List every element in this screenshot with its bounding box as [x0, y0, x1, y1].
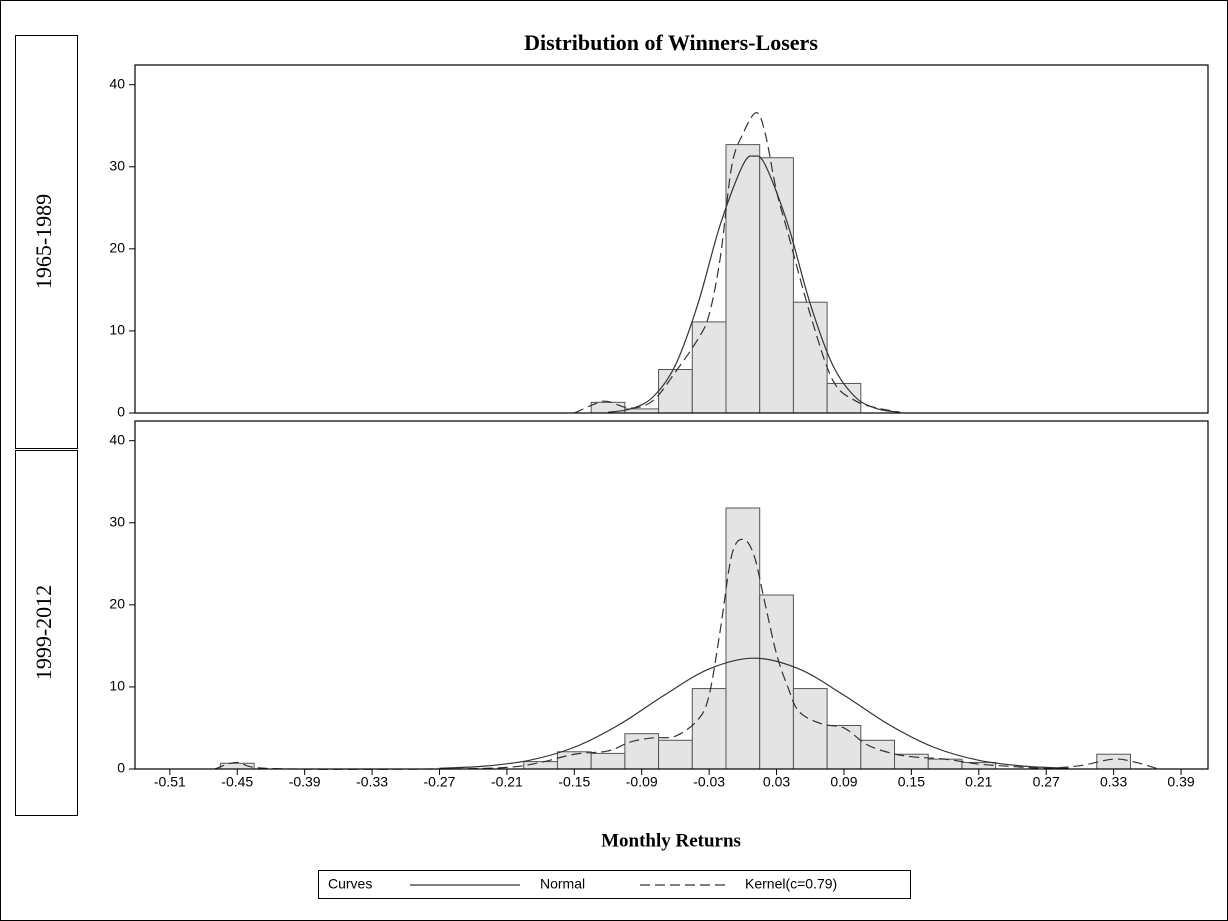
bar [792, 688, 828, 770]
x-tick-label: -0.09 [626, 774, 658, 790]
bar [691, 688, 727, 770]
x-tick-label: -0.21 [491, 774, 523, 790]
bar [624, 733, 660, 770]
y-tick-label: 20 [109, 240, 125, 256]
plot-frame [134, 64, 1209, 414]
y-tick-label: 30 [109, 513, 125, 529]
bar [658, 739, 693, 770]
legend-title: Curves [328, 876, 372, 892]
y-tick-label: 10 [109, 678, 125, 694]
x-axis-label: Monthly Returns [601, 830, 741, 851]
y-tick-label: 20 [109, 596, 125, 612]
bar [725, 144, 761, 414]
curve [607, 155, 901, 413]
bar [658, 369, 693, 414]
curve [574, 112, 901, 414]
x-tick-label: 0.03 [763, 774, 790, 790]
x-tick-label: 0.27 [1033, 774, 1060, 790]
bar [826, 382, 862, 414]
y-tick-label: 40 [109, 75, 125, 91]
row-label: 1999-2012 [31, 585, 56, 680]
legend-box [318, 870, 911, 899]
x-tick-label: -0.03 [693, 774, 725, 790]
y-tick-label: 0 [117, 404, 125, 420]
curve [214, 538, 1159, 770]
y-tick-label: 40 [109, 431, 125, 447]
y-tick-label: 10 [109, 322, 125, 338]
x-tick-label: 0.39 [1167, 774, 1194, 790]
y-tick-label: 0 [117, 760, 125, 776]
x-tick-label: 0.15 [898, 774, 925, 790]
chart-title: Distribution of Winners-Losers [524, 30, 818, 55]
x-tick-label: -0.27 [424, 774, 456, 790]
x-tick-label: 0.21 [965, 774, 992, 790]
x-tick-label: -0.51 [154, 774, 186, 790]
x-tick-label: -0.15 [558, 774, 590, 790]
x-tick-label: -0.39 [289, 774, 321, 790]
bar [759, 157, 794, 414]
row-label-box [15, 450, 78, 816]
bar [590, 752, 626, 770]
row-label: 1965-1989 [31, 194, 56, 289]
bar [759, 594, 794, 770]
bar [860, 739, 896, 770]
bar [792, 301, 828, 414]
legend-label: Kernel(c=0.79) [745, 876, 837, 892]
bar [691, 321, 727, 414]
x-tick-label: 0.33 [1100, 774, 1127, 790]
row-label-box [15, 35, 78, 449]
bar [826, 725, 862, 770]
curve [439, 657, 1069, 769]
bar [725, 507, 761, 770]
legend-label: Normal [540, 876, 585, 892]
x-tick-label: 0.09 [830, 774, 857, 790]
x-tick-label: -0.45 [221, 774, 253, 790]
x-tick-label: -0.33 [356, 774, 388, 790]
y-tick-label: 30 [109, 157, 125, 173]
bar [1096, 753, 1131, 770]
plot-frame [134, 420, 1209, 770]
